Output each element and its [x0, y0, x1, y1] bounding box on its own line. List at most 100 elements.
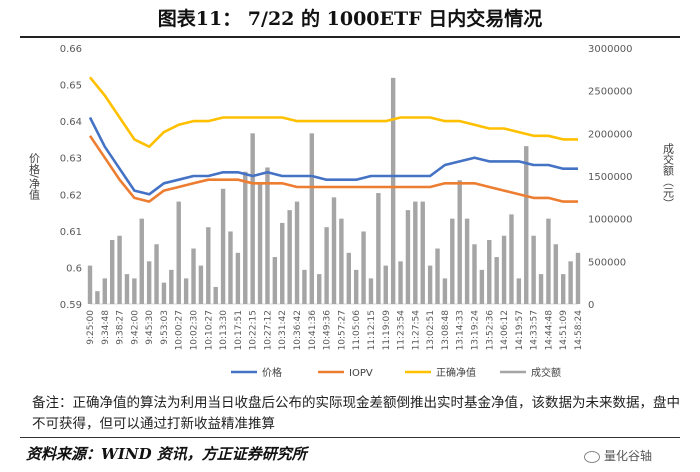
volume-bar — [450, 218, 455, 304]
volume-bar — [243, 171, 248, 304]
volume-bar — [331, 197, 337, 304]
x-tick-label: 13:02:51 — [426, 310, 436, 350]
y-tick-label: 0.65 — [60, 81, 82, 92]
x-tick-label: 11:23:54 — [397, 310, 407, 351]
legend-label: 价格 — [262, 366, 282, 379]
x-tick-label: 14:19:57 — [515, 310, 525, 350]
x-tick-label: 14:44:48 — [544, 310, 554, 351]
volume-bar — [228, 231, 233, 304]
volume-bar — [183, 278, 189, 304]
x-tick-label: 9:38:27 — [116, 310, 126, 345]
x-tick-label: 14:33:57 — [530, 310, 540, 350]
y-tick-label: 0.6 — [66, 263, 82, 274]
volume-bar — [257, 184, 263, 304]
volume-bar — [95, 291, 100, 304]
volume-bar — [487, 240, 492, 304]
volume-bar — [531, 235, 536, 304]
y2-tick-label: 1500000 — [588, 172, 633, 183]
volume-bar — [250, 133, 255, 304]
y2-axis-label: 成交额（元） — [662, 143, 675, 209]
x-tick-label: 10:10:27 — [204, 310, 214, 350]
y-tick-label: 0.62 — [60, 190, 82, 201]
y-axis-label: 价格/净值 — [28, 152, 41, 201]
volume-bar — [353, 269, 359, 304]
x-tick-label: 10:00:27 — [175, 310, 185, 350]
volume-bar — [220, 188, 226, 304]
volume-bar — [117, 235, 122, 304]
volume-bar — [457, 180, 462, 304]
title-bar: 图表11： 7/22 的 1000ETF 日内交易情况 — [0, 0, 700, 38]
volume-bar — [464, 218, 470, 304]
volume-bar — [383, 265, 388, 304]
x-tick-label: 10:31:42 — [278, 310, 288, 350]
volume-bar — [427, 265, 433, 304]
legend-label: 成交额 — [531, 366, 561, 379]
x-tick-label: 10:22:15 — [249, 310, 259, 350]
x-tick-label: 10:41:36 — [308, 310, 318, 351]
volume-bar — [546, 218, 551, 304]
volume-bar — [479, 269, 485, 304]
volume-bar — [472, 244, 477, 304]
volume-bar — [324, 227, 329, 304]
x-tick-label: 10:13:30 — [219, 310, 229, 351]
volume-bar — [132, 278, 137, 304]
volume-bar — [516, 278, 522, 304]
x-tick-label: 9:34:48 — [101, 310, 111, 345]
x-tick-label: 10:27:12 — [263, 310, 273, 350]
volume-bar — [213, 286, 218, 304]
volume-bar — [568, 261, 573, 304]
volume-bar — [294, 201, 300, 304]
page-title: 图表11： 7/22 的 1000ETF 日内交易情况 — [157, 8, 543, 30]
volume-bar — [198, 265, 204, 304]
volume-bar — [309, 133, 315, 304]
volume-bar — [390, 77, 396, 304]
volume-bar — [124, 274, 130, 304]
volume-bar — [206, 227, 211, 304]
x-tick-label: 13:52:36 — [485, 310, 495, 351]
legend-label: IOPV — [349, 368, 373, 379]
volume-bar — [302, 269, 307, 304]
source-line: 资料来源：WIND 资讯，方正证券研究所 — [26, 445, 307, 463]
volume-bar — [501, 235, 507, 304]
chart-note: 备注：正确净值的算法为利用当日收盘后公布的实际现金差额倒推出实时基金净值，该数据… — [32, 395, 680, 432]
volume-bar — [280, 222, 285, 304]
x-tick-label: 11:12:15 — [367, 310, 377, 350]
volume-bar — [524, 146, 529, 304]
volume-bar — [102, 278, 107, 304]
x-tick-label: 10:36:42 — [293, 310, 303, 350]
wechat-icon — [584, 450, 600, 463]
series-line-0 — [88, 116, 578, 196]
volume-bar — [420, 201, 425, 304]
volume-bar — [161, 282, 167, 304]
x-tick-label: 11:05:06 — [352, 310, 362, 351]
footer-rule — [20, 437, 680, 438]
watermark-logo: 量化谷轴 — [584, 447, 652, 464]
x-tick-label: 11:19:09 — [382, 310, 392, 351]
volume-bar — [169, 269, 174, 304]
volume-bar — [442, 278, 448, 304]
x-tick-label: 10:57:27 — [337, 310, 347, 350]
series-line-1 — [88, 135, 578, 203]
volume-bar — [361, 231, 366, 304]
volume-bar — [494, 257, 499, 304]
volume-bar — [317, 274, 322, 304]
volume-bar — [413, 201, 418, 304]
x-tick-label: 14:06:12 — [500, 310, 510, 350]
volume-bar — [368, 278, 374, 304]
volume-bar — [154, 244, 159, 304]
x-tick-label: 13:08:48 — [441, 310, 451, 351]
volume-bar — [538, 274, 544, 304]
legend-label: 正确净值 — [436, 366, 476, 379]
volume-bar — [176, 201, 181, 304]
x-tick-label: 9:53:03 — [160, 310, 170, 345]
volume-bar — [561, 274, 566, 304]
y-tick-label: 0.64 — [60, 117, 82, 128]
x-tick-label: 9:45:30 — [145, 310, 155, 345]
x-tick-label: 14:58:24 — [574, 310, 584, 351]
volume-bar — [272, 257, 278, 304]
y2-tick-label: 1000000 — [588, 215, 633, 226]
x-tick-label: 9:25:00 — [86, 310, 96, 345]
volume-bar — [346, 252, 351, 304]
volume-bar — [287, 210, 292, 304]
title-rule — [20, 36, 680, 38]
